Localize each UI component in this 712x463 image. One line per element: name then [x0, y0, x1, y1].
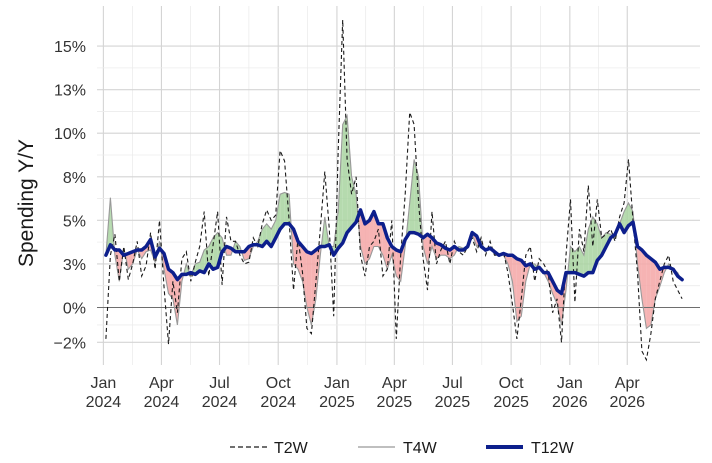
- y-tick-label: 10%: [54, 126, 86, 143]
- ribbon-segment: [342, 115, 348, 244]
- ribbon-segment: [306, 251, 312, 325]
- ribbon-segment: [347, 115, 352, 233]
- y-tick-label: 8%: [63, 170, 86, 187]
- ribbon-segment: [365, 220, 370, 264]
- x-tick-label: Jul: [209, 375, 229, 392]
- ribbon-segment: [199, 249, 205, 273]
- x-tick-label: Jul: [442, 375, 462, 392]
- x-tick-label: Jan: [90, 375, 116, 392]
- legend-label-t4w: T4W: [403, 440, 438, 457]
- ribbon-segment: [378, 223, 383, 256]
- y-tick-label: 5%: [63, 213, 86, 230]
- ribbon-segment: [311, 249, 316, 325]
- y-tick-label: 13%: [54, 83, 86, 100]
- y-tick-label: 15%: [54, 39, 86, 56]
- ribbon-segment: [213, 232, 218, 270]
- ribbon-segment: [516, 258, 522, 322]
- x-tick-label: 2024: [144, 394, 180, 411]
- ribbon-segment: [275, 194, 281, 238]
- legend-label-t2w: T2W: [274, 440, 309, 457]
- ribbon-segment: [592, 216, 598, 273]
- ribbon-segment: [302, 246, 307, 308]
- ribbon-segment: [521, 260, 526, 317]
- x-tick-label: 2025: [377, 394, 413, 411]
- ribbon-segment: [646, 255, 651, 329]
- ribbon-segment: [641, 249, 647, 329]
- ribbon-segment: [409, 159, 415, 233]
- x-tick-label: 2024: [260, 394, 296, 411]
- ribbon-segment: [574, 246, 580, 275]
- x-tick-label: Jan: [557, 375, 583, 392]
- x-tick-label: Oct: [266, 375, 291, 392]
- series-line-t2w: [105, 19, 683, 362]
- y-tick-label: −2%: [54, 335, 86, 352]
- series-line-t4w: [105, 113, 683, 330]
- x-tick-label: 2025: [493, 394, 529, 411]
- ribbon-segment: [423, 234, 428, 264]
- ribbon-segment: [369, 211, 374, 259]
- legend-label-t12w: T12W: [531, 440, 575, 457]
- x-tick-label: 2024: [202, 394, 238, 411]
- y-tick-label: 0%: [63, 300, 86, 317]
- ribbon-segment: [512, 255, 517, 322]
- ribbon-segment: [650, 258, 656, 325]
- ribbon-segment: [637, 246, 642, 299]
- ribbon-segment: [280, 192, 285, 230]
- ribbon-segment: [208, 237, 214, 270]
- x-tick-label: Apr: [615, 375, 641, 392]
- x-tick-label: 2025: [435, 394, 471, 411]
- tick-label-layer: −2% 0% 3% 5% 8% 10% 13% 15% Jan 2024 Apr 2024 Jul 202…: [54, 39, 646, 411]
- y-axis-title: Spending Y/Y: [15, 139, 38, 267]
- y-tick-label: 3%: [63, 257, 86, 274]
- ribbon-segment: [597, 223, 602, 261]
- ribbon-segment: [628, 202, 633, 226]
- x-tick-label: Apr: [149, 375, 175, 392]
- x-tick-label: 2025: [319, 394, 355, 411]
- x-tick-label: Jan: [324, 375, 350, 392]
- ribbon-segment: [396, 249, 401, 282]
- ribbon-segment: [583, 229, 589, 277]
- ribbon-segment: [655, 262, 660, 299]
- x-tick-label: 2026: [609, 394, 645, 411]
- series-line-t12w: [104, 208, 684, 296]
- ribbon-segment: [284, 192, 290, 224]
- x-tick-label: 2024: [86, 394, 122, 411]
- legend: T2W T4W T12W: [230, 440, 575, 457]
- x-tick-label: Oct: [499, 375, 524, 392]
- x-tick-label: Apr: [382, 375, 408, 392]
- grid-layer: [97, 6, 700, 365]
- series-layer: [104, 19, 684, 362]
- x-tick-label: 2026: [552, 394, 588, 411]
